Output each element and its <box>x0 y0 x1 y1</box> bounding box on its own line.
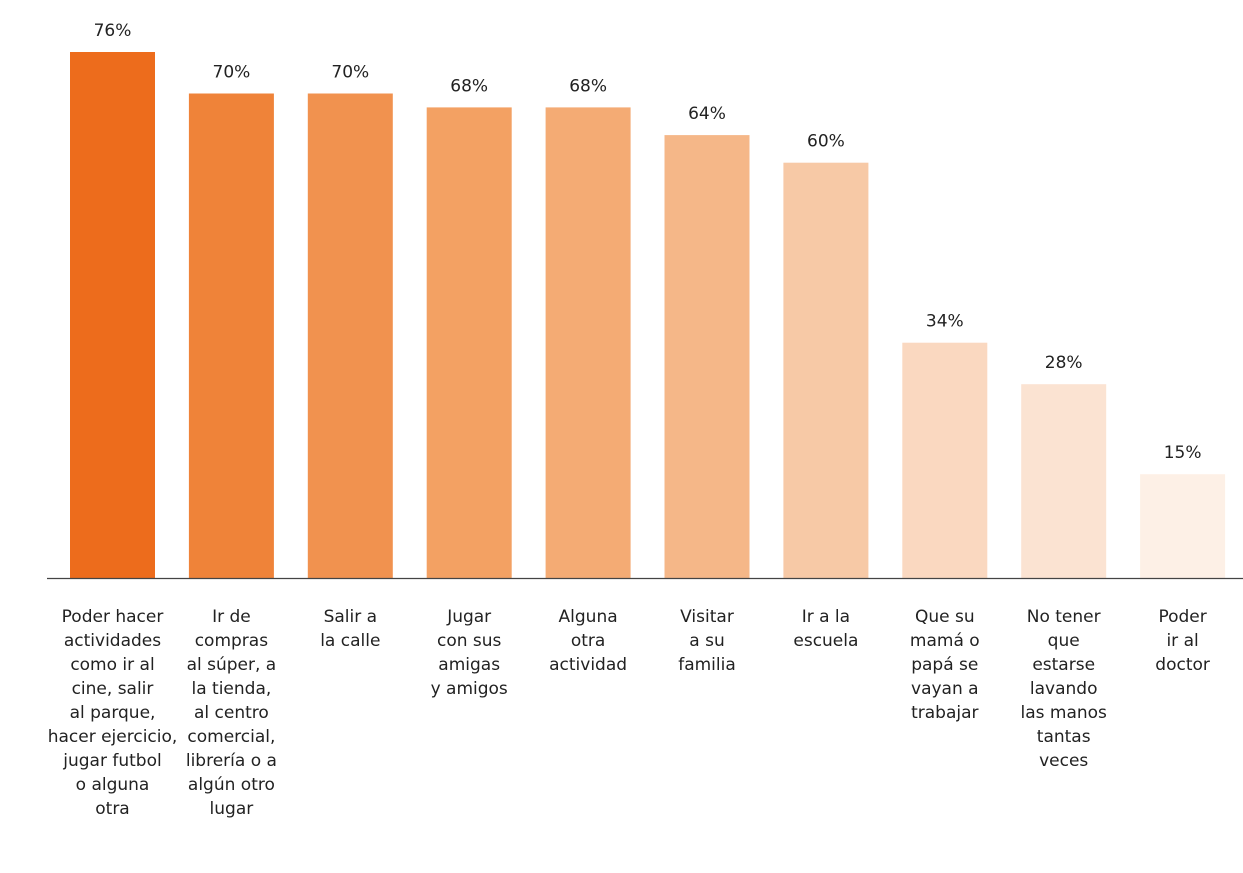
category-label-line: Ir a la <box>802 607 850 627</box>
category-label-line: librería o a <box>186 751 277 771</box>
category-label-line: Alguna <box>559 607 618 627</box>
category-label-line: Salir a <box>324 607 377 627</box>
category-label-line: papá se <box>911 655 978 675</box>
value-label-8: 34% <box>926 312 964 332</box>
category-label-8: Que su mamá o papá se vayan a trabajar <box>910 607 980 723</box>
category-label-line: tantas <box>1037 727 1091 747</box>
category-label-line: al parque, <box>70 703 156 723</box>
category-label-line: hacer ejercicio, <box>48 727 178 747</box>
category-label-line: estarse <box>1032 655 1095 675</box>
value-label-4: 68% <box>450 76 488 96</box>
category-labels-group: Poder hacer actividades como ir al cine, sa… <box>48 607 1210 819</box>
category-label-line: doctor <box>1155 655 1210 675</box>
category-label-line: actividades <box>64 631 161 651</box>
bar-7 <box>783 162 869 578</box>
bar-5 <box>545 107 631 579</box>
category-label-line: lugar <box>210 799 254 819</box>
bar-4 <box>426 107 512 579</box>
category-label-line: familia <box>678 655 736 675</box>
category-label-9: No tener que estarse lavando las manos tantas… <box>1020 607 1107 771</box>
bar-2 <box>188 93 274 578</box>
category-label-line: lavando <box>1030 679 1098 699</box>
category-label-line: veces <box>1039 751 1088 771</box>
category-label-line: las manos <box>1020 703 1107 723</box>
value-label-3: 70% <box>331 63 369 83</box>
bar-9 <box>1021 384 1107 578</box>
category-label-7: Ir a la escuela <box>793 607 858 651</box>
bar-8 <box>902 342 988 578</box>
category-label-line: compras <box>195 631 269 651</box>
category-label-line: escuela <box>793 631 858 651</box>
category-label-line: como ir al <box>70 655 154 675</box>
category-label-line: al súper, a <box>187 655 277 675</box>
category-label-10: Poder ir al doctor <box>1155 607 1210 675</box>
category-label-line: o alguna <box>76 775 150 795</box>
bar-6 <box>664 135 750 578</box>
category-label-line: mamá o <box>910 631 980 651</box>
category-label-4: Jugar con sus amigas y amigos <box>431 607 508 699</box>
category-label-line: Ir de <box>212 607 251 627</box>
value-label-10: 15% <box>1164 443 1202 463</box>
category-label-5: Alguna otra actividad <box>549 607 627 675</box>
bars-group <box>70 52 1226 579</box>
value-label-7: 60% <box>807 132 845 152</box>
category-label-line: comercial, <box>187 727 275 747</box>
category-label-line: y amigos <box>431 679 508 699</box>
category-label-1: Poder hacer actividades como ir al cine, sa… <box>48 607 178 819</box>
category-label-line: al centro <box>194 703 269 723</box>
category-label-line: Que su <box>915 607 975 627</box>
category-label-line: otra <box>95 799 129 819</box>
bar-3 <box>307 93 393 578</box>
category-label-line: Jugar <box>446 607 491 627</box>
category-label-line: Poder <box>1158 607 1206 627</box>
bar-10 <box>1140 474 1226 578</box>
value-labels-group: 76% 70% 70% 68% 68% 64% 60% 34% 28% 15% <box>94 21 1202 463</box>
category-label-line: ir al <box>1166 631 1198 651</box>
category-label-line: No tener <box>1027 607 1101 627</box>
category-label-line: jugar futbol <box>62 751 161 771</box>
category-label-2: Ir de compras al súper, a la tienda, al cent… <box>186 607 277 819</box>
category-label-line: la tienda, <box>192 679 272 699</box>
category-label-line: con sus <box>437 631 502 651</box>
category-label-line: algún otro <box>188 775 275 795</box>
value-label-6: 64% <box>688 104 726 124</box>
category-label-line: cine, salir <box>72 679 154 699</box>
category-label-line: que <box>1048 631 1080 651</box>
category-label-line: trabajar <box>911 703 978 723</box>
category-label-line: otra <box>571 631 605 651</box>
category-label-line: Poder hacer <box>62 607 164 627</box>
category-label-line: vayan a <box>911 679 979 699</box>
category-label-line: amigas <box>438 655 500 675</box>
bar-1 <box>70 52 155 578</box>
category-label-3: Salir a la calle <box>320 607 380 651</box>
category-label-line: la calle <box>320 631 380 651</box>
value-label-2: 70% <box>213 63 251 83</box>
category-label-line: a su <box>689 631 724 651</box>
value-label-9: 28% <box>1045 353 1083 373</box>
category-label-line: Visitar <box>680 607 734 627</box>
category-label-line: actividad <box>549 655 627 675</box>
value-label-5: 68% <box>569 76 607 96</box>
value-label-1: 76% <box>94 21 132 41</box>
category-label-6: Visitar a su familia <box>678 607 736 675</box>
